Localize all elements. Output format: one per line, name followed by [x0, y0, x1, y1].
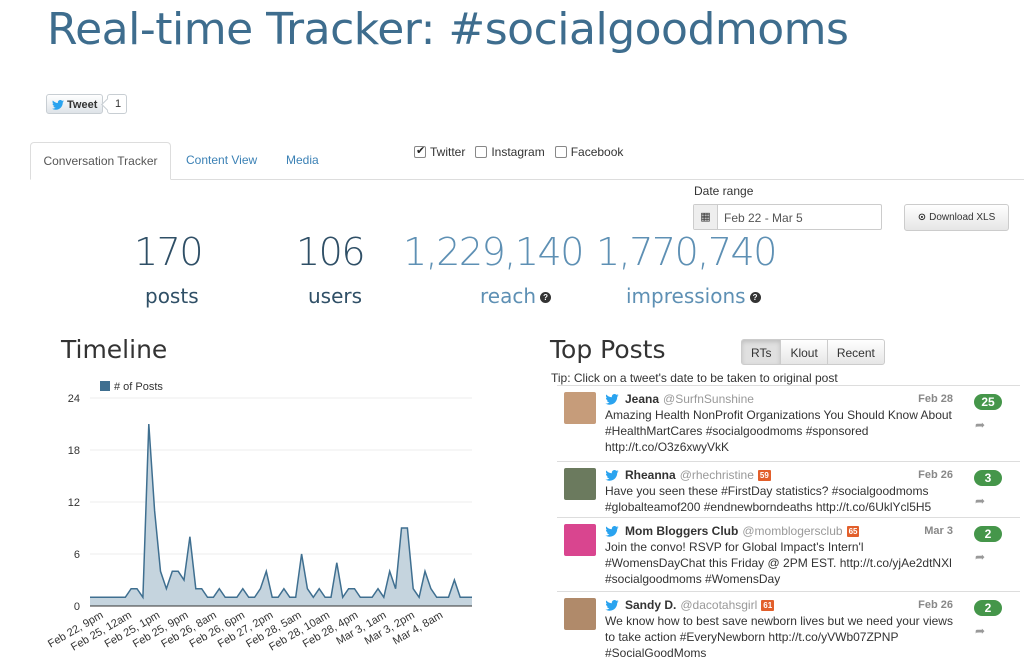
- info-icon[interactable]: ?: [749, 292, 761, 303]
- stat-reach-value: 1,229,140: [403, 230, 584, 274]
- top-posts-list: Jeana @SurfnSunshine Feb 28 Amazing Health…: [557, 385, 1020, 660]
- source-label: Facebook: [570, 145, 624, 159]
- download-label: Download XLS: [929, 212, 996, 223]
- instagram-checkbox[interactable]: [475, 146, 488, 158]
- list-item: Mom Bloggers Club @momblogersclub 65 Mar 3 …: [557, 517, 1020, 591]
- top-posts-title: Top Posts: [550, 335, 666, 364]
- date-range-value: Feb 22 - Mar 5: [724, 211, 803, 225]
- info-icon[interactable]: ?: [540, 292, 552, 303]
- retweet-count-badge: 2: [974, 526, 1002, 542]
- post-handle[interactable]: @dacotahsgirl: [680, 598, 758, 612]
- stat-posts-value: 170: [134, 230, 204, 274]
- source-label: Twitter: [430, 145, 466, 159]
- twitter-bird-icon: [605, 525, 619, 537]
- post-author[interactable]: Jeana: [625, 392, 660, 406]
- twitter-checkbox[interactable]: [414, 144, 426, 158]
- y-tick-label: 6: [74, 549, 80, 561]
- post-author[interactable]: Sandy D.: [625, 598, 677, 612]
- retweet-count-badge: 2: [974, 600, 1002, 616]
- post-text: Join the convo! RSVP for Global Impact's…: [605, 540, 952, 586]
- stat-impressions-value: 1,770,740: [596, 230, 777, 274]
- twitter-bird-icon: [52, 100, 64, 110]
- legend-label: # of Posts: [114, 381, 163, 393]
- calendar-icon: ▦: [694, 205, 718, 229]
- list-item: Rheanna @rhechristine 59 Feb 26 Have you se…: [557, 461, 1020, 517]
- sort-rts-button[interactable]: RTs: [741, 339, 782, 365]
- post-date-link[interactable]: Mar 3: [924, 525, 953, 537]
- post-text: Amazing Health NonProfit Organizations Y…: [605, 408, 952, 454]
- page-title: Real-time Tracker: #socialgoodmoms: [47, 4, 849, 55]
- post-date-link[interactable]: Feb 28: [918, 393, 953, 405]
- stat-impressions-label: impressions: [626, 284, 746, 308]
- tip-text: Tip: Click on a tweet's date to be taken…: [551, 371, 838, 385]
- date-range-input[interactable]: ▦ Feb 22 - Mar 5: [693, 204, 882, 230]
- stat-reach-label: reach: [480, 284, 537, 308]
- source-filters: Twitter Instagram Facebook: [414, 144, 624, 159]
- avatar[interactable]: [564, 468, 596, 500]
- post-handle[interactable]: @momblogersclub: [742, 524, 843, 538]
- tweet-button-label: Tweet: [67, 99, 98, 111]
- tab-media[interactable]: Media: [286, 153, 319, 167]
- post-date-link[interactable]: Feb 26: [918, 599, 953, 611]
- post-author[interactable]: Mom Bloggers Club: [625, 524, 739, 538]
- share-icon[interactable]: ➦: [975, 550, 986, 564]
- twitter-bird-icon: [605, 469, 619, 481]
- tab-conversation-tracker[interactable]: Conversation Tracker: [30, 142, 171, 180]
- post-author[interactable]: Rheanna: [625, 468, 676, 482]
- y-tick-label: 18: [68, 445, 80, 457]
- avatar[interactable]: [564, 392, 596, 424]
- retweet-count-badge: 3: [974, 470, 1002, 486]
- source-instagram[interactable]: Instagram: [475, 145, 545, 159]
- stat-impressions: impressions?: [626, 284, 761, 308]
- source-twitter[interactable]: Twitter: [414, 144, 466, 159]
- source-facebook[interactable]: Facebook: [554, 145, 624, 159]
- post-handle[interactable]: @rhechristine: [679, 468, 754, 482]
- facebook-checkbox[interactable]: [554, 146, 567, 158]
- series-line: [90, 423, 472, 600]
- tweet-button[interactable]: Tweet: [46, 94, 104, 114]
- source-label: Instagram: [491, 145, 545, 159]
- share-icon[interactable]: ➦: [975, 624, 986, 638]
- twitter-bird-icon: [605, 599, 619, 611]
- stat-reach: reach?: [480, 284, 552, 308]
- post-date-link[interactable]: Feb 26: [918, 469, 953, 481]
- tab-content-view[interactable]: Content View: [186, 153, 258, 167]
- download-icon: ⊙: [917, 212, 927, 223]
- tweet-count: 1: [107, 94, 128, 114]
- legend-swatch: [100, 381, 110, 391]
- download-xls-button[interactable]: ⊙ Download XLS: [904, 204, 1009, 231]
- avatar[interactable]: [564, 598, 596, 630]
- y-tick-label: 24: [68, 393, 80, 405]
- sort-recent-button[interactable]: Recent: [826, 339, 885, 365]
- sort-klout-button[interactable]: Klout: [780, 339, 828, 365]
- stat-users-value: 106: [296, 230, 366, 274]
- post-text: We know how to best save newborn lives b…: [605, 614, 953, 660]
- retweet-count-badge: 25: [974, 394, 1002, 410]
- list-item: Sandy D. @dacotahsgirl 61 Feb 26 We know ho…: [557, 591, 1020, 660]
- list-item: Jeana @SurfnSunshine Feb 28 Amazing Health…: [557, 385, 1020, 461]
- date-range-label: Date range: [694, 184, 754, 198]
- twitter-bird-icon: [605, 393, 619, 405]
- share-icon[interactable]: ➦: [975, 494, 986, 508]
- stat-posts-label: posts: [145, 284, 199, 308]
- main-tabs: Conversation Tracker Content View Media: [30, 142, 1024, 180]
- y-tick-label: 0: [74, 601, 80, 613]
- klout-badge: 65: [846, 525, 860, 537]
- klout-badge: 61: [761, 599, 775, 611]
- share-icon[interactable]: ➦: [975, 418, 986, 432]
- sort-buttons: RTs Klout Recent: [741, 339, 885, 365]
- avatar[interactable]: [564, 524, 596, 556]
- timeline-title: Timeline: [61, 335, 168, 364]
- klout-badge: 59: [757, 469, 771, 481]
- stat-users-label: users: [308, 284, 363, 308]
- y-tick-label: 12: [68, 497, 80, 509]
- post-text: Have you seen these #FirstDay statistics…: [605, 484, 932, 514]
- post-handle[interactable]: @SurfnSunshine: [663, 392, 754, 406]
